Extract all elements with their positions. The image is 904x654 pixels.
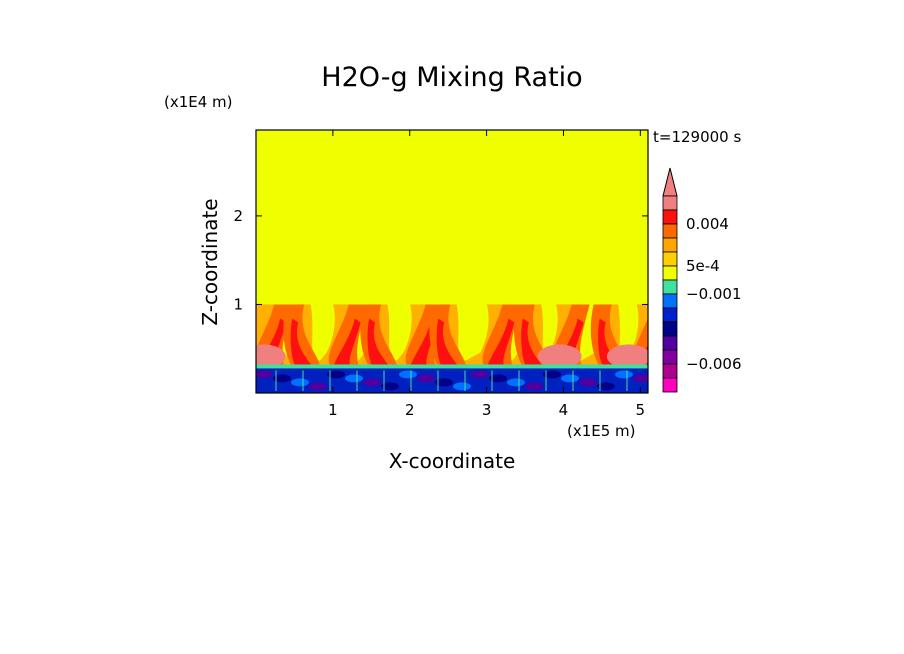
x-tick-label: 3	[482, 401, 492, 419]
x-axis-label: X-coordinate	[389, 449, 516, 473]
surface-cell	[273, 374, 291, 383]
colorbar-bin	[662, 293, 678, 309]
surface-cell	[417, 374, 435, 383]
field-gap	[456, 302, 489, 361]
plume-lobe	[256, 344, 286, 369]
colorbar-bin	[662, 377, 678, 393]
colorbar-arrow	[662, 167, 678, 197]
colorbar-bin	[662, 223, 678, 239]
x-tick-label: 4	[559, 401, 569, 419]
colorbar-bin	[662, 307, 678, 323]
x-unit-label: (x1E5 m)	[567, 422, 636, 440]
plume-core	[290, 318, 313, 367]
x-axis: 1 2 3 4 5	[328, 130, 645, 419]
surface-cell	[381, 382, 399, 391]
surface-cell	[345, 374, 363, 383]
surface-cell	[435, 378, 453, 387]
plume-core	[367, 318, 390, 367]
plot-frame	[255, 129, 649, 394]
surface-cell	[309, 382, 327, 391]
colorbar-bin	[662, 251, 678, 267]
plume-core	[598, 318, 620, 367]
surface-cell	[579, 378, 597, 387]
plume-core	[436, 318, 459, 367]
plume-core	[487, 318, 515, 367]
plume-lobe	[537, 344, 582, 369]
plot-area	[256, 130, 648, 393]
colorbar-bin	[662, 363, 678, 379]
surface-cell	[471, 370, 489, 379]
x-tick-label: 1	[328, 401, 338, 419]
y-tick-label: 1	[233, 295, 243, 313]
surface-cell	[597, 382, 615, 391]
surface-cell	[543, 370, 561, 379]
colorbar-bin	[662, 265, 678, 281]
colorbar-bin	[662, 237, 678, 253]
plume	[482, 304, 521, 367]
surface-cell	[291, 378, 309, 387]
surface-cell	[489, 374, 507, 383]
x-tick-label: 2	[405, 401, 415, 419]
colorbar-bin	[662, 335, 678, 351]
surface-cell	[525, 382, 543, 391]
plume-lobe	[606, 344, 648, 369]
x-tick-label: 5	[636, 401, 646, 419]
surface-boundary	[256, 364, 648, 369]
surface-cell	[399, 370, 417, 379]
colorbar-bin	[662, 279, 678, 295]
y-axis: 12	[233, 207, 648, 313]
field-gap	[540, 302, 558, 361]
surface-cell	[256, 370, 273, 379]
plume-core	[521, 318, 543, 367]
colorbar-label: −0.001	[686, 285, 742, 303]
field-gap	[310, 302, 335, 361]
plume-core	[334, 318, 361, 367]
y-axis-label: Z-coordinate	[198, 198, 222, 325]
colorbar-label: −0.006	[686, 355, 742, 373]
colorbar: 0.004 5e-4 −0.001 −0.006	[662, 167, 742, 393]
field-gap	[387, 302, 412, 361]
surface-cell	[507, 378, 525, 387]
time-label: t=129000 s	[653, 128, 741, 146]
y-unit-label: (x1E4 m)	[164, 93, 233, 111]
colorbar-label: 0.004	[686, 215, 729, 233]
plume	[328, 304, 367, 367]
surface-cell	[327, 370, 345, 379]
surface-cell	[615, 370, 633, 379]
colorbar-bin	[662, 321, 678, 337]
surface-cell	[561, 374, 579, 383]
surface-cell	[633, 374, 648, 383]
colorbar-bin	[662, 209, 678, 225]
chart-title: H2O-g Mixing Ratio	[321, 62, 582, 93]
surface-cell	[453, 382, 471, 391]
colorbar-bin	[662, 349, 678, 365]
surface-cell	[363, 378, 381, 387]
colorbar-label: 5e-4	[686, 257, 720, 275]
colorbar-bin	[662, 195, 678, 211]
y-tick-label: 2	[233, 207, 243, 225]
